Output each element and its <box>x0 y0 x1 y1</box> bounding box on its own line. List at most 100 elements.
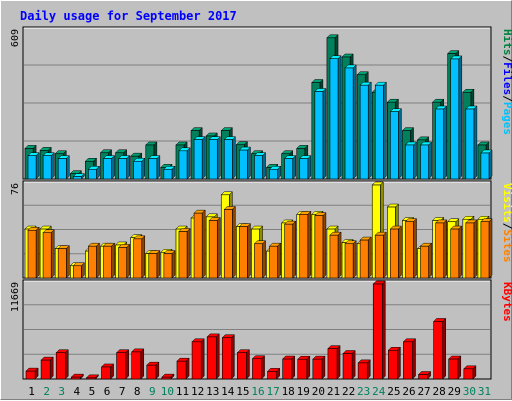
x-tick-label-day-11: 11 <box>176 385 189 398</box>
bar-sites-day-29 <box>450 225 463 279</box>
x-tick-label-day-4: 4 <box>74 385 81 398</box>
bar-sites-day-18 <box>284 220 297 279</box>
bar-sites-day-22 <box>344 240 357 279</box>
bar-kbytes-day-15 <box>236 349 251 380</box>
legend-separator: / <box>501 56 512 63</box>
bar-kbytes-day-12 <box>191 338 205 380</box>
bar-kbytes-day-3 <box>55 349 69 380</box>
bar-sites-day-24 <box>374 231 387 279</box>
y-max-label: 609 <box>10 29 21 47</box>
bar-sites-day-31 <box>480 218 493 279</box>
bar-sites-day-9 <box>148 249 161 279</box>
bar-kbytes-day-1 <box>25 367 39 380</box>
x-tick-label-day-29: 29 <box>448 385 461 398</box>
x-tick-label-day-31: 31 <box>478 385 491 398</box>
bar-files-day-26 <box>404 141 418 180</box>
bar-sites-day-23 <box>359 236 372 279</box>
bar-kbytes-day-19 <box>297 355 311 380</box>
x-tick-label-day-10: 10 <box>161 385 174 398</box>
x-tick-label-day-3: 3 <box>58 385 65 398</box>
x-tick-label-day-15: 15 <box>236 385 249 398</box>
legend-hits-files-pages: Hits/Files/Pages <box>501 29 512 135</box>
bar-sites-day-27 <box>419 242 433 279</box>
bar-sites-day-20 <box>314 211 327 279</box>
bar-kbytes-day-8 <box>131 348 145 380</box>
legend-kbytes: KBytes <box>501 282 512 322</box>
bar-kbytes-day-18 <box>282 355 296 380</box>
bar-files-day-3 <box>57 154 70 180</box>
x-tick-label-day-22: 22 <box>342 385 355 398</box>
bar-files-day-10 <box>163 165 176 180</box>
legend-visits: Visits <box>501 183 512 223</box>
bar-kbytes-day-24 <box>372 280 386 380</box>
bar-files-day-30 <box>465 105 478 180</box>
bar-sites-day-12 <box>193 209 206 279</box>
panel-sites-visits: 76 Visits/Sites <box>10 180 512 279</box>
bar-sites-day-19 <box>299 210 312 279</box>
bar-files-day-9 <box>148 154 161 180</box>
legend-sites-visits: Visits/Sites <box>501 183 512 263</box>
bar-kbytes-day-20 <box>312 355 326 380</box>
bar-files-day-8 <box>133 157 146 180</box>
bar-sites-day-13 <box>208 216 221 279</box>
bar-sites-day-25 <box>389 225 403 279</box>
x-tick-label-day-26: 26 <box>402 385 415 398</box>
bar-files-day-15 <box>238 146 252 180</box>
bar-kbytes-day-11 <box>176 357 190 380</box>
legend-hits: Hits <box>501 29 512 56</box>
bar-sites-day-10 <box>163 249 176 279</box>
bar-sites-day-17 <box>268 242 282 279</box>
bar-files-day-22 <box>344 64 357 180</box>
legend-kbytes: KBytes <box>501 282 512 322</box>
bar-files-day-21 <box>329 55 342 180</box>
x-tick-label-day-25: 25 <box>387 385 400 398</box>
bar-files-day-13 <box>208 136 221 180</box>
x-tick-label-day-9: 9 <box>149 385 156 398</box>
legend-files: Files <box>501 62 512 95</box>
bar-files-day-23 <box>359 81 372 180</box>
bar-files-day-24 <box>374 81 387 180</box>
x-tick-label-day-27: 27 <box>417 385 430 398</box>
bar-kbytes-day-22 <box>342 349 356 380</box>
bar-sites-day-26 <box>404 218 418 279</box>
x-tick-label-day-16: 16 <box>251 385 264 398</box>
bar-files-day-5 <box>87 165 101 180</box>
bar-files-day-4 <box>72 172 85 180</box>
bar-files-day-25 <box>389 108 403 180</box>
legend-separator: / <box>501 95 512 102</box>
x-tick-label-day-19: 19 <box>297 385 310 398</box>
bar-files-day-7 <box>117 154 131 180</box>
bar-sites-day-3 <box>57 245 70 279</box>
panel-hits-files-pages: 609 Hits/Files/Pages <box>10 26 512 180</box>
x-tick-label-day-23: 23 <box>357 385 370 398</box>
bar-files-day-17 <box>268 165 282 180</box>
bar-kbytes-day-7 <box>115 349 130 380</box>
x-tick-label-day-24: 24 <box>372 385 386 398</box>
bar-files-day-29 <box>450 55 463 180</box>
bar-files-day-19 <box>299 154 312 180</box>
bar-sites-day-5 <box>87 242 101 279</box>
bar-kbytes-day-14 <box>221 334 235 380</box>
x-tick-label-day-28: 28 <box>433 385 446 398</box>
bar-kbytes-day-16 <box>251 355 266 380</box>
bar-kbytes-day-30 <box>463 365 477 380</box>
x-tick-label-day-12: 12 <box>191 385 204 398</box>
legend-sites: Sites <box>501 229 512 262</box>
x-tick-label-day-8: 8 <box>134 385 141 398</box>
x-tick-label-day-6: 6 <box>104 385 111 398</box>
bar-sites-day-14 <box>223 205 236 279</box>
bar-sites-day-15 <box>238 223 252 279</box>
bar-files-day-27 <box>419 141 433 180</box>
bar-sites-day-11 <box>178 227 191 279</box>
bar-sites-day-21 <box>329 231 342 279</box>
bar-kbytes-day-27 <box>417 370 432 380</box>
x-tick-label-day-20: 20 <box>312 385 325 398</box>
x-tick-label-day-14: 14 <box>221 385 235 398</box>
x-tick-label-day-5: 5 <box>89 385 96 398</box>
bar-files-day-14 <box>223 136 236 180</box>
x-tick-label-day-1: 1 <box>28 385 35 398</box>
bar-sites-day-4 <box>72 262 85 279</box>
y-max-label: 76 <box>10 183 21 195</box>
